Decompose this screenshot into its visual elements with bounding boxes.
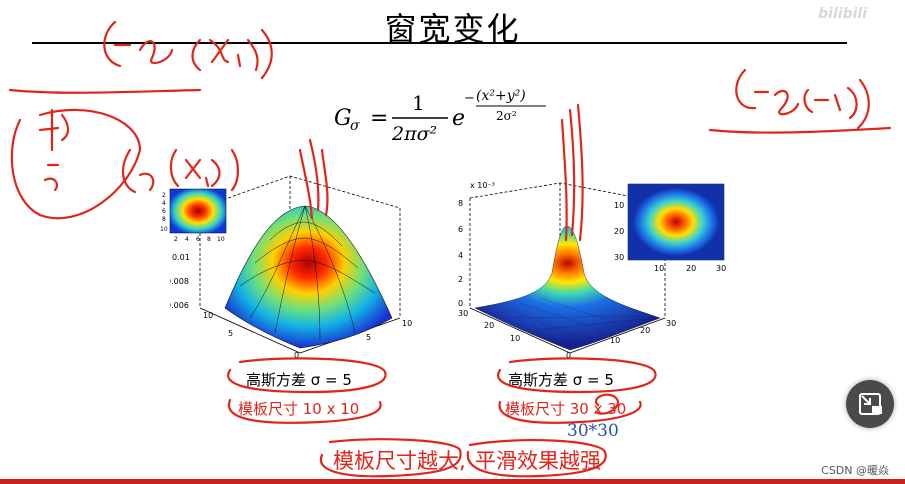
gaussian-formula: G σ = 1 2πσ² e − (x²+y²) 2σ² [334, 88, 546, 145]
right-surface-plot: x 10⁻³ 8 6 4 2 0 30 20 10 0 10 20 30 [458, 181, 676, 358]
z-tick: 0.01 [172, 253, 190, 262]
svg-text:4: 4 [185, 236, 189, 243]
bottom-accent-bar [0, 479, 905, 484]
svg-text:=: = [370, 106, 388, 131]
svg-text:2: 2 [458, 275, 463, 284]
formula-lhs: G [334, 106, 352, 131]
svg-text:20: 20 [686, 264, 696, 273]
csdn-watermark: CSDN @暖焱 [821, 464, 889, 477]
svg-text:8: 8 [458, 199, 463, 208]
svg-text:30: 30 [716, 264, 726, 273]
left-surface-plot: 0.01 0.008 0.006 10 5 0 5 10 [170, 175, 412, 358]
z-scale-label: x 10⁻³ [470, 181, 495, 190]
handwritten-size-note: 30*30 [567, 421, 619, 441]
x-tick: 0 [294, 351, 299, 358]
formula-exp-num: (x²+y²) [476, 88, 526, 104]
svg-text:6: 6 [196, 236, 200, 243]
svg-text:2: 2 [162, 192, 166, 199]
left-variance-label: 高斯方差 σ = 5 [246, 371, 352, 389]
formula-base: e [452, 106, 465, 131]
svg-text:20: 20 [614, 227, 624, 236]
x-tick: 5 [228, 329, 233, 338]
svg-text:10: 10 [510, 334, 520, 343]
picture-in-picture-button[interactable] [846, 380, 894, 428]
svg-text:30: 30 [614, 253, 624, 262]
svg-text:10: 10 [654, 264, 664, 273]
title-divider [32, 42, 847, 44]
formula-exp-den: 2σ² [496, 109, 517, 123]
formula-sub: σ [350, 118, 360, 134]
svg-text:20: 20 [640, 326, 650, 335]
svg-text:10: 10 [614, 201, 624, 210]
left-template-label: 模板尺寸 10 x 10 [238, 400, 360, 418]
conclusion-part1: 模板尺寸越大, [333, 449, 466, 473]
svg-text:2: 2 [174, 236, 178, 243]
conclusion-part2: 平滑效果越强 [475, 449, 601, 473]
left-inset-heatmap: 2 4 6 8 10 2 4 6 8 10 [160, 188, 227, 243]
right-variance-label: 高斯方差 σ = 5 [508, 371, 614, 389]
svg-text:20: 20 [484, 321, 494, 330]
svg-text:30: 30 [458, 309, 468, 318]
svg-text:6: 6 [458, 225, 463, 234]
svg-text:−: − [464, 91, 475, 106]
bilibili-logo: bilibili [818, 6, 867, 22]
svg-text:4: 4 [162, 200, 166, 207]
svg-text:0: 0 [458, 299, 463, 308]
x-tick: 10 [402, 319, 412, 328]
z-tick: 0.006 [170, 301, 189, 310]
svg-text:0: 0 [566, 351, 571, 358]
z-tick: 0.008 [170, 277, 189, 286]
svg-text:10: 10 [217, 236, 225, 243]
x-tick: 5 [366, 333, 371, 342]
svg-text:30: 30 [666, 319, 676, 328]
right-template-label: 模板尺寸 30 x 30 [505, 400, 627, 418]
svg-text:4: 4 [458, 251, 463, 260]
svg-text:8: 8 [162, 216, 166, 223]
slide-title: 窗宽变化 [384, 10, 521, 48]
svg-text:8: 8 [207, 236, 211, 243]
right-inset-heatmap: 10 20 30 10 20 30 [614, 183, 726, 273]
formula-denominator: 2πσ² [391, 123, 437, 145]
picture-in-picture-icon [859, 393, 882, 415]
svg-text:10: 10 [610, 336, 620, 345]
svg-text:10: 10 [160, 226, 168, 233]
x-tick: 10 [203, 311, 213, 320]
svg-text:6: 6 [162, 208, 166, 215]
formula-numerator: 1 [412, 91, 425, 115]
